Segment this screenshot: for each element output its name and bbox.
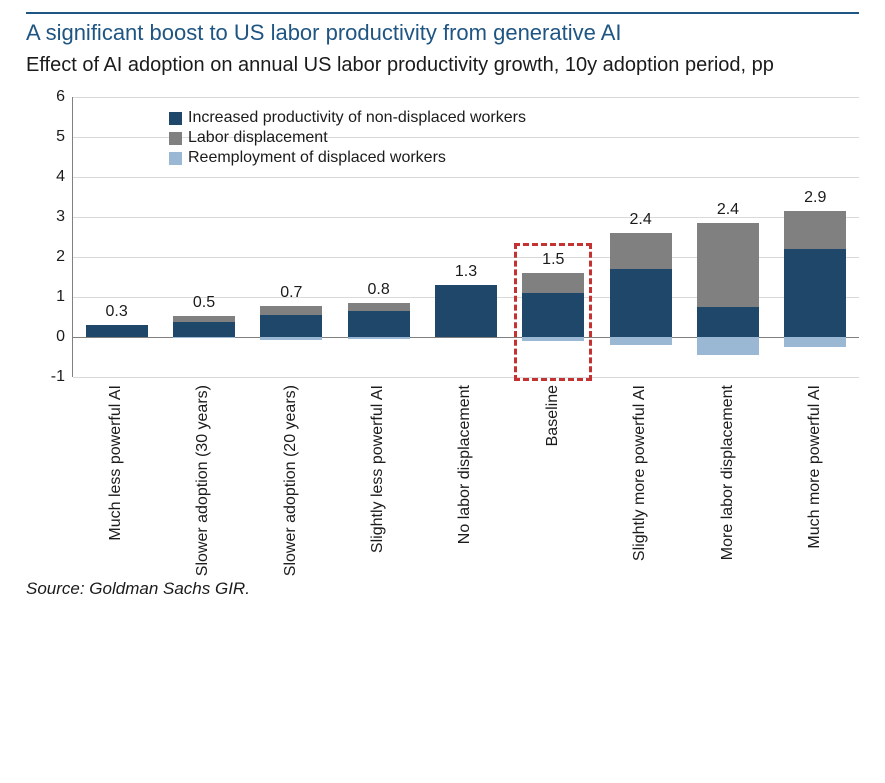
- x-tick-label: No labor displacement: [456, 385, 474, 544]
- bar-stack: 2.4: [610, 97, 672, 377]
- legend-item: Labor displacement: [169, 129, 526, 147]
- bar-segment: [697, 307, 759, 337]
- y-tick-label: 2: [39, 248, 65, 266]
- bar-stack: 2.9: [784, 97, 846, 377]
- x-tick-label: Much more powerful AI: [806, 385, 824, 549]
- source-note: Source: Goldman Sachs GIR.: [26, 579, 859, 599]
- bar-segment: [173, 337, 235, 338]
- y-tick-label: 3: [39, 208, 65, 226]
- bar-slot: 0.3: [73, 97, 160, 377]
- bar-segment: [784, 249, 846, 337]
- x-tick-label: Much less powerful AI: [107, 385, 125, 541]
- legend: Increased productivity of non-displaced …: [169, 109, 526, 169]
- bar-segment: [348, 311, 410, 337]
- bar-slot: 2.4: [597, 97, 684, 377]
- legend-item: Reemployment of displaced workers: [169, 149, 526, 167]
- legend-label: Increased productivity of non-displaced …: [188, 109, 526, 127]
- bar-segment: [784, 211, 846, 249]
- bar-stack: 1.5: [522, 97, 584, 377]
- bar-segment: [348, 303, 410, 311]
- bar-segment: [260, 315, 322, 337]
- y-tick-label: 1: [39, 288, 65, 306]
- bar-slot: 2.4: [684, 97, 771, 377]
- bar-total-label: 2.9: [804, 189, 826, 207]
- bar-segment: [697, 223, 759, 307]
- legend-swatch: [169, 152, 182, 165]
- y-tick-label: -1: [39, 368, 65, 386]
- legend-label: Labor displacement: [188, 129, 328, 147]
- bar-segment: [610, 269, 672, 337]
- x-tick-label: Slightly less powerful AI: [369, 385, 387, 553]
- plot-area: -101234560.30.50.70.81.31.52.42.42.9Incr…: [72, 97, 859, 377]
- bar-slot: 2.9: [772, 97, 859, 377]
- bar-segment: [784, 337, 846, 347]
- legend-swatch: [169, 112, 182, 125]
- bar-total-label: 2.4: [717, 201, 739, 219]
- bar-segment: [260, 337, 322, 340]
- x-axis-labels: Much less powerful AISlower adoption (30…: [72, 377, 859, 567]
- bar-total-label: 0.8: [368, 281, 390, 299]
- bar-segment: [348, 337, 410, 339]
- y-tick-label: 6: [39, 88, 65, 106]
- bar-total-label: 0.3: [106, 303, 128, 321]
- baseline-highlight: [514, 243, 592, 381]
- bar-total-label: 0.5: [193, 294, 215, 312]
- y-tick-label: 4: [39, 168, 65, 186]
- y-tick-label: 0: [39, 328, 65, 346]
- top-rule: [26, 12, 859, 14]
- bar-segment: [610, 337, 672, 345]
- bar-segment: [610, 233, 672, 269]
- x-tick-label: Slower adoption (20 years): [282, 385, 300, 576]
- stacked-bar-chart: -101234560.30.50.70.81.31.52.42.42.9Incr…: [26, 97, 859, 567]
- bar-segment: [173, 316, 235, 322]
- x-tick-label: More labor displacement: [719, 385, 737, 560]
- legend-label: Reemployment of displaced workers: [188, 149, 446, 167]
- bar-stack: 2.4: [697, 97, 759, 377]
- bar-total-label: 0.7: [280, 284, 302, 302]
- bar-total-label: 2.4: [630, 211, 652, 229]
- legend-item: Increased productivity of non-displaced …: [169, 109, 526, 127]
- bar-segment: [173, 322, 235, 337]
- chart-subtitle: Effect of AI adoption on annual US labor…: [26, 52, 859, 79]
- legend-swatch: [169, 132, 182, 145]
- bar-total-label: 1.3: [455, 263, 477, 281]
- x-tick-label: Baseline: [544, 385, 562, 446]
- chart-title: A significant boost to US labor producti…: [26, 20, 859, 46]
- bar-stack: 0.3: [86, 97, 148, 377]
- bar-segment: [260, 306, 322, 315]
- y-tick-label: 5: [39, 128, 65, 146]
- bar-segment: [697, 337, 759, 355]
- x-tick-label: Slower adoption (30 years): [194, 385, 212, 576]
- x-tick-label: Slightly more powerful AI: [631, 385, 649, 561]
- bar-segment: [86, 325, 148, 337]
- bar-segment: [435, 285, 497, 337]
